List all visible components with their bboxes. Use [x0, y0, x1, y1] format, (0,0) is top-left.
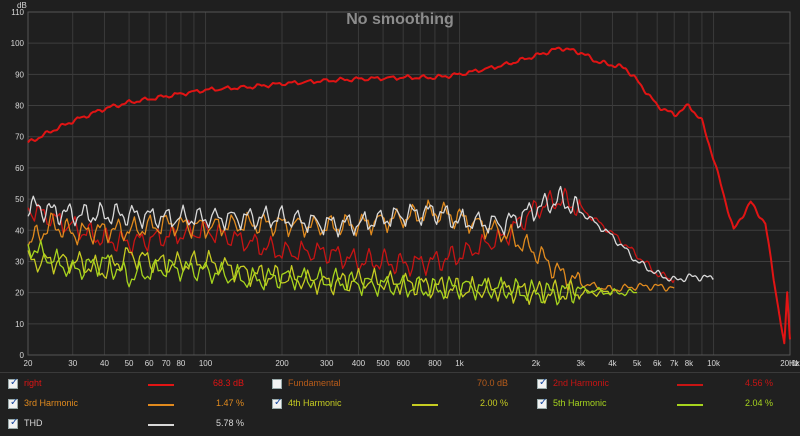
- y-tick-label: 20: [15, 289, 24, 298]
- legend-checkbox[interactable]: ✓: [8, 397, 19, 409]
- legend-item-thd[interactable]: ✓ THD 5.78 %: [8, 415, 258, 435]
- x-tick-label: 800: [428, 359, 442, 368]
- checkmark-icon: ✓: [10, 397, 19, 408]
- plot-frame: [27, 11, 791, 356]
- legend-checkbox[interactable]: ✓: [8, 417, 19, 429]
- legend-label: 4th Harmonic: [288, 398, 342, 408]
- y-tick-label: 80: [15, 102, 24, 111]
- frequency-response-chart[interactable]: 0 10 20 30 40 50 60 70 80 90 100 110 20 30 40 50 60 70 80 1…: [0, 0, 800, 372]
- legend-checkbox[interactable]: [272, 379, 282, 389]
- chart-title: No smoothing: [346, 11, 454, 28]
- checkmark-icon: ✓: [539, 397, 548, 408]
- x-tick-label: 100: [199, 359, 213, 368]
- x-tick-label: 6k: [653, 359, 662, 368]
- checkmark-icon: ✓: [10, 377, 19, 388]
- y-tick-label: 40: [15, 226, 24, 235]
- y-tick-label: 10: [15, 320, 24, 329]
- legend-label: right: [24, 378, 42, 388]
- legend-value: 1.47 %: [215, 398, 244, 408]
- x-tick-label: 20.0k: [780, 359, 800, 368]
- legend-swatch: [148, 424, 174, 426]
- y-axis-unit: dB: [17, 1, 27, 10]
- x-tick-label: 300: [320, 359, 334, 368]
- x-tick-label: 70: [162, 359, 171, 368]
- x-tick-label: 500: [376, 359, 390, 368]
- series-line-right: [27, 46, 791, 345]
- legend-item-right[interactable]: ✓ right 68.3 dB: [8, 375, 258, 395]
- legend-checkbox[interactable]: ✓: [537, 377, 548, 389]
- y-tick-label: 70: [15, 133, 24, 142]
- x-tick-label: 400: [352, 359, 366, 368]
- legend-swatch: [148, 384, 174, 386]
- x-tick-label: 10k: [707, 359, 721, 368]
- checkmark-icon: ✓: [539, 377, 548, 388]
- legend-swatch: [148, 404, 174, 406]
- series-line-4th-harmonic: [27, 247, 613, 306]
- legend-value: 2.00 %: [479, 398, 508, 408]
- legend-item-5th-harmonic[interactable]: ✓ 5th Harmonic 2.04 %: [537, 395, 787, 415]
- legend-item-2nd-harmonic[interactable]: ✓ 2nd Harmonic 4.56 %: [537, 375, 787, 395]
- legend-checkbox[interactable]: ✓: [537, 397, 548, 409]
- legend-swatch: [677, 384, 703, 386]
- x-tick-label: 40: [100, 359, 109, 368]
- legend-checkbox[interactable]: ✓: [8, 377, 19, 389]
- y-tick-label: 0: [20, 351, 25, 360]
- legend-value: 70.0 dB: [476, 378, 508, 388]
- legend-checkbox[interactable]: ✓: [272, 397, 283, 409]
- legend-label: THD: [24, 418, 43, 428]
- checkmark-icon: ✓: [274, 397, 283, 408]
- x-tick-label: 200: [275, 359, 289, 368]
- legend-swatch: [677, 404, 703, 406]
- x-tick-label: 2k: [532, 359, 541, 368]
- x-axis-unit: Hz: [789, 359, 799, 368]
- legend-swatch: [412, 404, 438, 406]
- x-tick-label: 1k: [455, 359, 464, 368]
- legend-label: 5th Harmonic: [553, 398, 607, 408]
- legend-value: 2.04 %: [744, 398, 773, 408]
- series-line-5th-harmonic: [27, 240, 638, 306]
- x-tick-label: 600: [397, 359, 411, 368]
- legend-panel: ✓ right 68.3 dB Fundamental 70.0 dB ✓ 2nd Harm…: [0, 372, 800, 436]
- chart-area[interactable]: 0 10 20 30 40 50 60 70 80 90 100 110 20 30 40 50 60 70 80 1…: [0, 0, 800, 372]
- x-tick-label: 5k: [633, 359, 642, 368]
- x-tick-label: 50: [125, 359, 134, 368]
- y-tick-label: 90: [15, 70, 24, 79]
- series-line-2nd-harmonic: [27, 187, 675, 284]
- legend-item-4th-harmonic[interactable]: ✓ 4th Harmonic 2.00 %: [272, 395, 522, 415]
- legend-label: 3rd Harmonic: [24, 398, 79, 408]
- series-line-3rd-harmonic: [27, 199, 675, 293]
- legend-value: 68.3 dB: [212, 378, 244, 388]
- y-tick-label: 30: [15, 257, 24, 266]
- x-tick-label: 3k: [577, 359, 586, 368]
- legend-value: 4.56 %: [744, 378, 773, 388]
- x-tick-label: 4k: [608, 359, 617, 368]
- x-tick-label: 7k: [670, 359, 679, 368]
- legend-label: Fundamental: [288, 378, 341, 388]
- x-tick-label: 8k: [685, 359, 694, 368]
- y-tick-label: 50: [15, 195, 24, 204]
- x-tick-label: 80: [176, 359, 185, 368]
- legend-label: 2nd Harmonic: [553, 378, 610, 388]
- legend-value: 5.78 %: [215, 418, 244, 428]
- x-tick-label: 60: [145, 359, 154, 368]
- x-tick-label: 20: [24, 359, 33, 368]
- x-tick-label: 30: [68, 359, 77, 368]
- series-line-thd: [27, 185, 714, 283]
- legend-item-fundamental[interactable]: Fundamental 70.0 dB: [272, 375, 522, 395]
- legend-item-3rd-harmonic[interactable]: ✓ 3rd Harmonic 1.47 %: [8, 395, 258, 415]
- y-tick-label: 60: [15, 164, 24, 173]
- y-tick-label: 110: [11, 8, 24, 17]
- checkmark-icon: ✓: [10, 417, 19, 428]
- y-tick-label: 100: [11, 39, 25, 48]
